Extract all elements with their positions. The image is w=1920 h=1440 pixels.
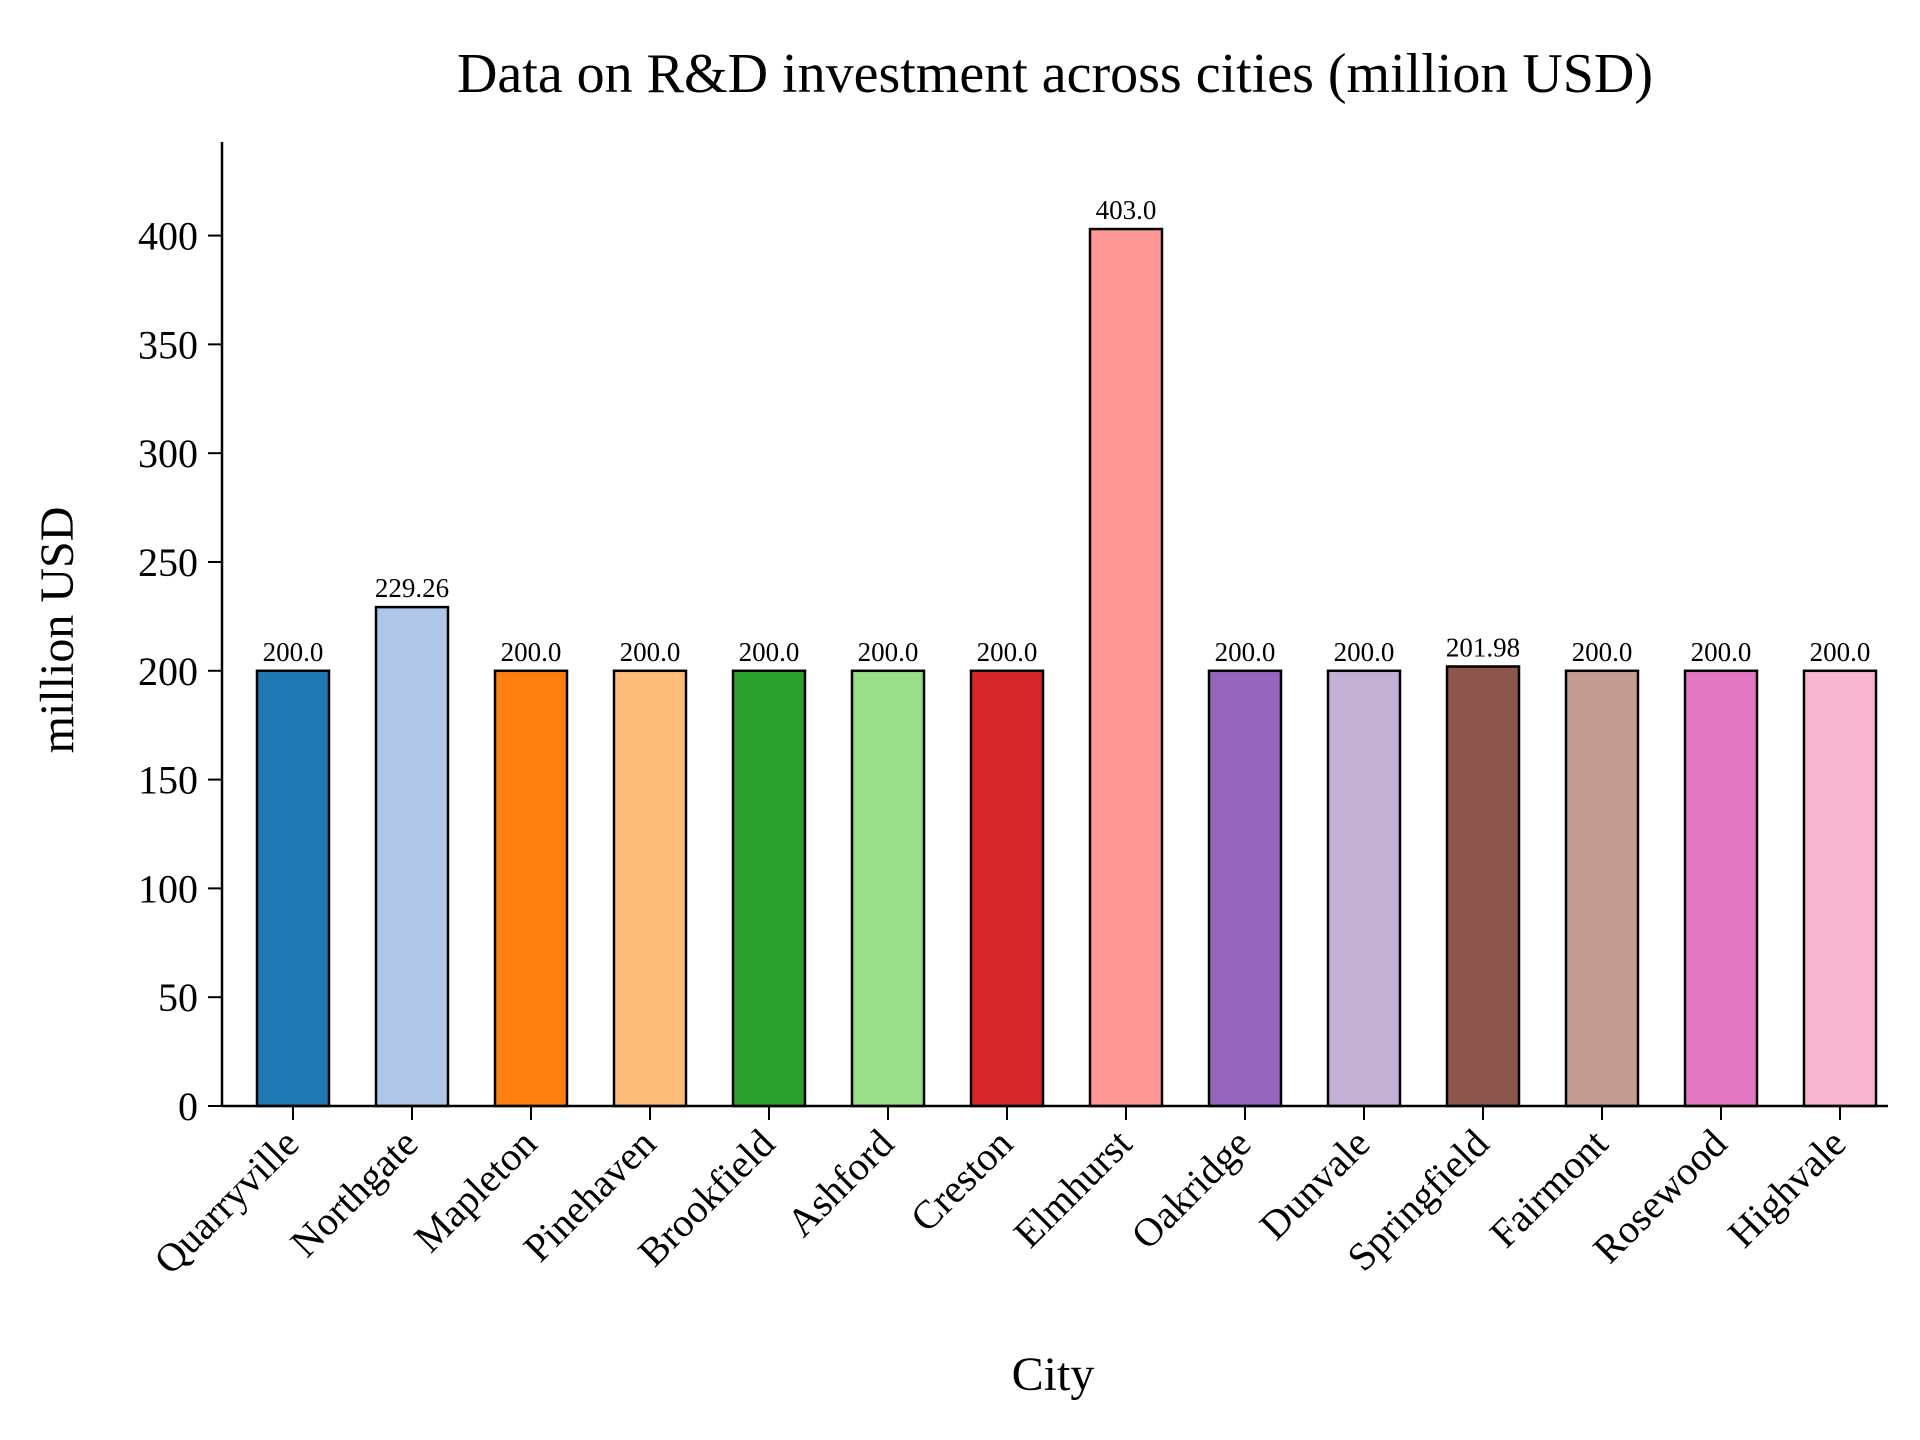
x-tick-label-ashford: Ashford xyxy=(778,1121,903,1246)
chart-title: Data on R&D investment across cities (mi… xyxy=(457,43,1653,105)
bar-ashford xyxy=(850,669,926,1108)
bar-rosewood xyxy=(1683,669,1759,1108)
data-label-highvale: 200.0 xyxy=(1810,637,1871,667)
bar-pinehaven xyxy=(612,669,688,1108)
y-tick-label: 50 xyxy=(158,975,198,1020)
data-label-creston: 200.0 xyxy=(977,637,1038,667)
x-tick-label-highvale: Highvale xyxy=(1719,1121,1854,1256)
bar-quarryville xyxy=(255,669,331,1108)
data-label-ashford: 200.0 xyxy=(858,637,919,667)
x-tick-label-elmhurst: Elmhurst xyxy=(1005,1121,1141,1257)
y-axis-label: million USD xyxy=(31,507,84,754)
y-tick-label: 250 xyxy=(138,540,198,585)
y-tick-label: 150 xyxy=(138,758,198,803)
data-label-rosewood: 200.0 xyxy=(1691,637,1752,667)
x-tick-label-northgate: Northgate xyxy=(281,1121,426,1266)
y-tick-label: 400 xyxy=(138,214,198,259)
x-axis-label: City xyxy=(1012,1348,1095,1401)
y-tick-label: 300 xyxy=(138,431,198,476)
y-axis: 0 50 100 150 200 250 300 350 400 xyxy=(138,142,224,1129)
x-tick-label-oakridge: Oakridge xyxy=(1122,1121,1259,1258)
bars-group xyxy=(255,227,1878,1108)
data-label-pinehaven: 200.0 xyxy=(620,637,681,667)
data-label-mapleton: 200.0 xyxy=(501,637,562,667)
bar-brookfield xyxy=(731,669,807,1108)
data-label-fairmont: 200.0 xyxy=(1572,637,1633,667)
x-tick-label-creston: Creston xyxy=(902,1121,1022,1241)
y-tick-label: 350 xyxy=(138,322,198,367)
data-label-oakridge: 200.0 xyxy=(1215,637,1276,667)
data-label-dunvale: 200.0 xyxy=(1334,637,1395,667)
data-label-quarryville: 200.0 xyxy=(263,637,324,667)
data-label-elmhurst: 403.0 xyxy=(1096,195,1157,225)
bar-oakridge xyxy=(1207,669,1283,1108)
y-tick-label: 200 xyxy=(138,649,198,694)
bar-mapleton xyxy=(493,669,569,1108)
data-label-springfield: 201.98 xyxy=(1446,632,1520,662)
bar-northgate xyxy=(374,605,450,1108)
bar-creston xyxy=(969,669,1045,1108)
bar-springfield xyxy=(1445,665,1521,1108)
x-tick-label-quarryville: Quarryville xyxy=(145,1121,307,1283)
data-label-northgate: 229.26 xyxy=(375,573,449,603)
data-labels-group: 200.0 229.26 200.0 200.0 200.0 200.0 200.0 403.… xyxy=(263,195,1871,667)
data-label-brookfield: 200.0 xyxy=(739,637,800,667)
y-tick-label: 100 xyxy=(138,866,198,911)
bar-elmhurst xyxy=(1088,227,1164,1108)
bar-fairmont xyxy=(1564,669,1640,1108)
y-tick-label: 0 xyxy=(178,1084,198,1129)
bar-highvale xyxy=(1802,669,1878,1108)
x-axis: QuarryvilleNorthgateMapletonPinehavenBro… xyxy=(145,1104,1888,1283)
bar-dunvale xyxy=(1326,669,1402,1108)
